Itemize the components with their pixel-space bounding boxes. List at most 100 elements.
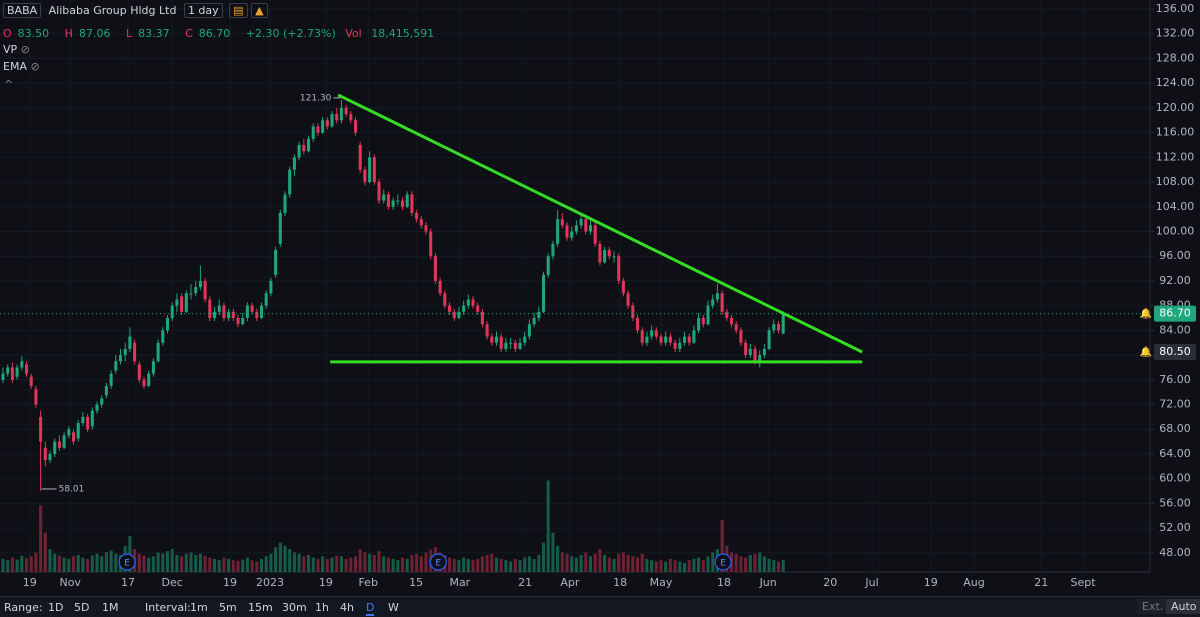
volume-bar [678,561,682,572]
volume-bar [231,560,235,572]
volume-bar [86,558,90,572]
y-tick-label: 48.00 [1159,546,1191,559]
x-tick-label: 2023 [256,576,284,589]
change: +2.30 (+2.73%) [245,27,336,40]
volume-bar [767,558,771,572]
candle-body [57,441,61,448]
candle-body [772,324,776,331]
symbol[interactable]: BABA [3,3,42,18]
candle-body [537,311,541,319]
range-button[interactable]: 1M [102,601,119,614]
volume-bar [734,553,738,572]
volume-bar [245,557,249,572]
volume-bar [565,553,569,572]
candle-body [711,299,715,306]
interval-button[interactable]: 1h [315,601,329,614]
candle-body [255,311,259,319]
candle-body [137,364,141,380]
interval-button[interactable]: 1m [190,601,208,614]
volume-bar [15,559,19,572]
indicator-ema[interactable]: EMA ⊘ [3,60,40,73]
candle-body [156,342,160,362]
toolbar-toggle[interactable]: Auto [1166,599,1200,614]
volume-bar [147,557,151,572]
collapse[interactable]: ^ [4,78,14,91]
interval-button[interactable]: W [388,601,399,614]
candle-body [264,293,268,306]
candle-body [546,256,550,275]
candle-body [565,225,569,238]
candle-body [349,114,353,121]
candle-body [203,280,207,300]
candle-body [241,318,245,325]
candle-body [353,120,358,133]
earnings-marker [118,553,136,571]
candle-body [283,194,287,213]
volume-bar [748,555,752,572]
volume-bar [692,558,696,572]
candle-body [311,126,315,139]
volume-bar [654,561,658,572]
candle-body [198,280,202,288]
candle-body [452,311,456,319]
volume-bar [593,553,597,572]
x-tick-label: 21 [518,576,532,589]
x-tick-label: Mar [449,576,470,589]
volume-bar [556,545,560,572]
volume-bar [720,519,724,572]
candle-body [443,293,447,306]
y-tick-label: 60.00 [1159,472,1191,485]
interval-button[interactable]: D [366,601,375,616]
x-tick-label: Jul [864,576,878,589]
volume-bar [462,557,466,572]
volume-bar [76,555,80,572]
candle-body [494,336,499,343]
ohlc-low: L 83.37 [125,27,170,40]
candle-body [433,256,437,281]
volume-bar [466,558,470,572]
interval-button[interactable]: 4h [340,601,354,614]
candle-body [109,373,113,386]
volume-bar [288,549,292,572]
candle-body [490,336,494,343]
alert-icon[interactable]: ▲ [251,3,268,18]
interval-button[interactable]: 15m [248,601,273,614]
volume-bar [189,552,193,572]
volume-bar [100,556,104,572]
range-button[interactable]: 1D [48,601,64,614]
volume-bar [184,553,188,572]
candle-body [274,250,278,275]
candle-body [682,336,687,343]
candle-body [222,305,226,319]
candle-body [147,373,151,386]
candle-body [396,200,400,202]
range-button[interactable]: 5D [74,601,90,614]
interval-button[interactable]: 5m [219,601,237,614]
layout-icon[interactable]: ▤ [229,3,248,18]
indicator-vp[interactable]: VP ⊘ [3,43,30,56]
interval-label: Interval: [145,601,191,614]
volume-bar [753,553,757,572]
candle-body [621,280,625,294]
volume-bar [697,557,701,572]
candle-body [62,435,66,448]
volume-bar [255,561,259,572]
candle-body [673,342,677,349]
candle-body [607,250,611,257]
candle-body [659,336,663,343]
candle-body [462,305,466,312]
background [0,0,1200,596]
volume-bar [311,557,315,572]
volume-bar [762,556,766,572]
volume-bar [194,555,198,572]
price-badge-label: 86.70 [1159,307,1191,320]
candle-body [715,293,719,300]
interval-button[interactable]: 30m [282,601,307,614]
toolbar-toggle[interactable]: Ext. [1137,599,1169,614]
interval[interactable]: 1 day [183,3,223,18]
earnings-marker [429,553,447,571]
y-tick-label: 112.00 [1156,150,1195,163]
candle-body [95,404,99,411]
volume-bar [664,561,668,572]
y-tick-label: 72.00 [1159,398,1191,411]
